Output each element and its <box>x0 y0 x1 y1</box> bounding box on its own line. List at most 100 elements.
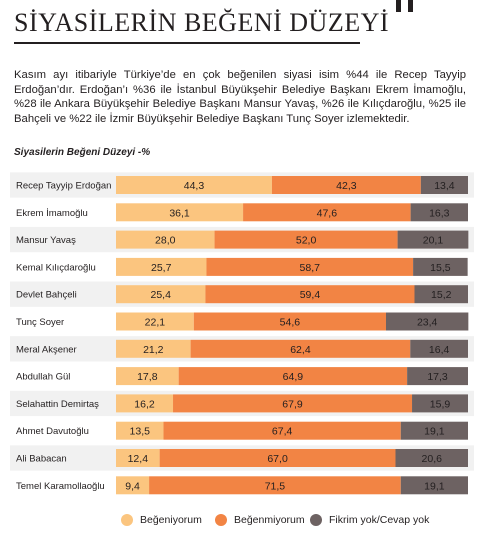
chart-row: Ekrem İmamoğlu 36,1 47,6 16,3 <box>10 199 474 225</box>
bar-segment-begenmiyorum <box>193 312 386 331</box>
data-label-begeniyorum: 12,4 <box>128 453 149 465</box>
bar-segment-begeniyorum <box>116 394 174 413</box>
data-label-fikrim-yok: 19,1 <box>424 480 445 492</box>
bar-segment-begenmiyorum <box>190 339 411 358</box>
data-label-begenmiyorum: 62,4 <box>290 344 311 356</box>
bar-segment-fikrim-yok <box>414 285 468 304</box>
bar-segment-fikrim-yok <box>413 257 468 276</box>
data-label-fikrim-yok: 15,9 <box>430 398 451 410</box>
corner-mark-left <box>396 0 401 12</box>
data-label-fikrim-yok: 13,4 <box>434 180 455 192</box>
category-label: Selahattin Demirtaş <box>16 399 99 410</box>
bar-segment-fikrim-yok <box>397 230 469 249</box>
chart-row: Abdullah Gül 17,8 64,9 17,3 <box>10 363 474 389</box>
bar-segment-begenmiyorum <box>163 421 401 440</box>
chart-row: Recep Tayyip Erdoğan 44,3 42,3 13,4 <box>10 172 474 198</box>
bar-segment-begeniyorum <box>116 449 160 467</box>
chart-row: Ali Babacan 12,4 67,0 20,6 <box>10 445 474 471</box>
bar-segment-fikrim-yok <box>400 421 468 440</box>
data-label-begenmiyorum: 47,6 <box>317 207 338 219</box>
legend-swatch-begeniyorum <box>121 514 133 526</box>
data-label-fikrim-yok: 23,4 <box>417 317 438 329</box>
legend-label-fikrim-yok: Fikrim yok/Cevap yok <box>329 514 430 526</box>
data-label-begenmiyorum: 64,9 <box>283 371 304 383</box>
data-label-begeniyorum: 28,0 <box>155 235 176 247</box>
bar-segment-begeniyorum <box>116 203 244 222</box>
data-label-fikrim-yok: 19,1 <box>424 426 445 438</box>
bar-segment-fikrim-yok <box>412 394 468 413</box>
legend-item-fikrim-yok: Fikrim yok/Cevap yok <box>310 514 429 526</box>
chart-title: Siyasilerin Beğeni Düzeyi -% <box>14 147 151 158</box>
data-label-fikrim-yok: 17,3 <box>427 371 448 383</box>
title-rule <box>14 42 360 44</box>
category-label: Kemal Kılıçdaroğlu <box>16 262 96 273</box>
category-label: Tunç Soyer <box>16 317 64 328</box>
data-label-begeniyorum: 25,4 <box>150 289 171 301</box>
data-label-begeniyorum: 13,5 <box>130 426 151 438</box>
data-label-begeniyorum: 9,4 <box>125 480 140 492</box>
bar-segment-begeniyorum <box>116 367 179 386</box>
legend-item-begenmiyorum: Beğenmiyorum <box>215 514 305 526</box>
category-label: Ahmet Davutoğlu <box>16 426 89 437</box>
data-label-begenmiyorum: 67,9 <box>282 398 303 410</box>
legend-item-begeniyorum: Beğeniyorum <box>121 514 202 526</box>
data-label-fikrim-yok: 15,2 <box>431 289 452 301</box>
data-label-begenmiyorum: 71,5 <box>265 480 286 492</box>
chart-row: Kemal Kılıçdaroğlu 25,7 58,7 15,5 <box>10 254 474 280</box>
category-label: Meral Akşener <box>16 344 77 355</box>
bar-segment-begenmiyorum <box>243 203 411 222</box>
chart-row: Selahattin Demirtaş 16,2 67,9 15,9 <box>10 390 474 417</box>
data-label-fikrim-yok: 16,4 <box>429 344 450 356</box>
data-label-fikrim-yok: 16,3 <box>429 207 450 219</box>
legend-label-begenmiyorum: Beğenmiyorum <box>234 514 305 526</box>
bar-segment-begeniyorum <box>116 257 207 276</box>
chart-row: Ahmet Davutoğlu 13,5 67,4 19,1 <box>10 418 474 444</box>
data-label-begeniyorum: 25,7 <box>151 262 172 274</box>
data-label-begenmiyorum: 52,0 <box>296 235 317 247</box>
bar-segment-begenmiyorum <box>159 449 396 467</box>
legend-swatch-begenmiyorum <box>215 514 227 526</box>
bar-segment-fikrim-yok <box>395 449 468 467</box>
category-label: Temel Karamollaoğlu <box>16 481 105 492</box>
data-label-begenmiyorum: 67,0 <box>267 453 288 465</box>
bar-segment-begeniyorum <box>116 230 215 249</box>
bar-segment-begenmiyorum <box>206 257 414 276</box>
bar-segment-begenmiyorum <box>205 285 415 304</box>
data-label-begenmiyorum: 67,4 <box>272 426 293 438</box>
data-label-begenmiyorum: 42,3 <box>336 180 357 192</box>
chart-row: Temel Karamollaoğlu 9,4 71,5 19,1 <box>10 472 474 498</box>
intro-paragraph: Kasım ayı itibariyle Türkiye’de en çok b… <box>14 69 466 126</box>
bar-segment-begenmiyorum <box>173 394 413 413</box>
data-label-begeniyorum: 22,1 <box>145 317 166 329</box>
data-label-fikrim-yok: 20,1 <box>423 235 444 247</box>
page-title: SİYASİLERİN BEĞENİ DÜZEYİ <box>14 8 390 37</box>
bar-segment-begeniyorum <box>116 176 272 194</box>
bar-segment-fikrim-yok <box>420 176 468 194</box>
bar-segment-begeniyorum <box>116 312 194 331</box>
data-label-fikrim-yok: 15,5 <box>430 262 451 274</box>
bar-segment-begeniyorum <box>116 285 206 304</box>
data-label-begenmiyorum: 58,7 <box>300 262 321 274</box>
category-label: Recep Tayyip Erdoğan <box>16 181 111 192</box>
bar-segment-begeniyorum <box>116 421 164 440</box>
chart-row: Tunç Soyer 22,1 54,6 23,4 <box>10 308 474 335</box>
data-label-begeniyorum: 21,2 <box>143 344 164 356</box>
corner-mark-right <box>408 0 413 12</box>
data-label-fikrim-yok: 20,6 <box>422 453 443 465</box>
bar-segment-begenmiyorum <box>178 367 408 386</box>
chart-legend: Beğeniyorum Beğenmiyorum Fikrim yok/Ceva… <box>0 514 480 534</box>
data-label-begenmiyorum: 54,6 <box>280 317 301 329</box>
category-label: Devlet Bahçeli <box>16 290 77 301</box>
bar-segment-begenmiyorum <box>149 476 401 495</box>
legend-label-begeniyorum: Beğeniyorum <box>140 514 202 526</box>
bar-segment-fikrim-yok <box>385 312 469 331</box>
bar-segment-fikrim-yok <box>410 339 468 358</box>
category-label: Abdullah Gül <box>16 372 70 383</box>
bar-segment-fikrim-yok <box>410 203 468 222</box>
data-label-begeniyorum: 44,3 <box>184 180 205 192</box>
bar-segment-begenmiyorum <box>271 176 421 194</box>
chart-row: Meral Akşener 21,2 62,4 16,4 <box>10 336 474 362</box>
stacked-bar-chart: Recep Tayyip Erdoğan 44,3 42,3 13,4 Ekrem İm… <box>10 172 474 498</box>
legend-swatch-fikrim-yok <box>310 514 322 526</box>
category-label: Ali Babacan <box>16 454 67 465</box>
